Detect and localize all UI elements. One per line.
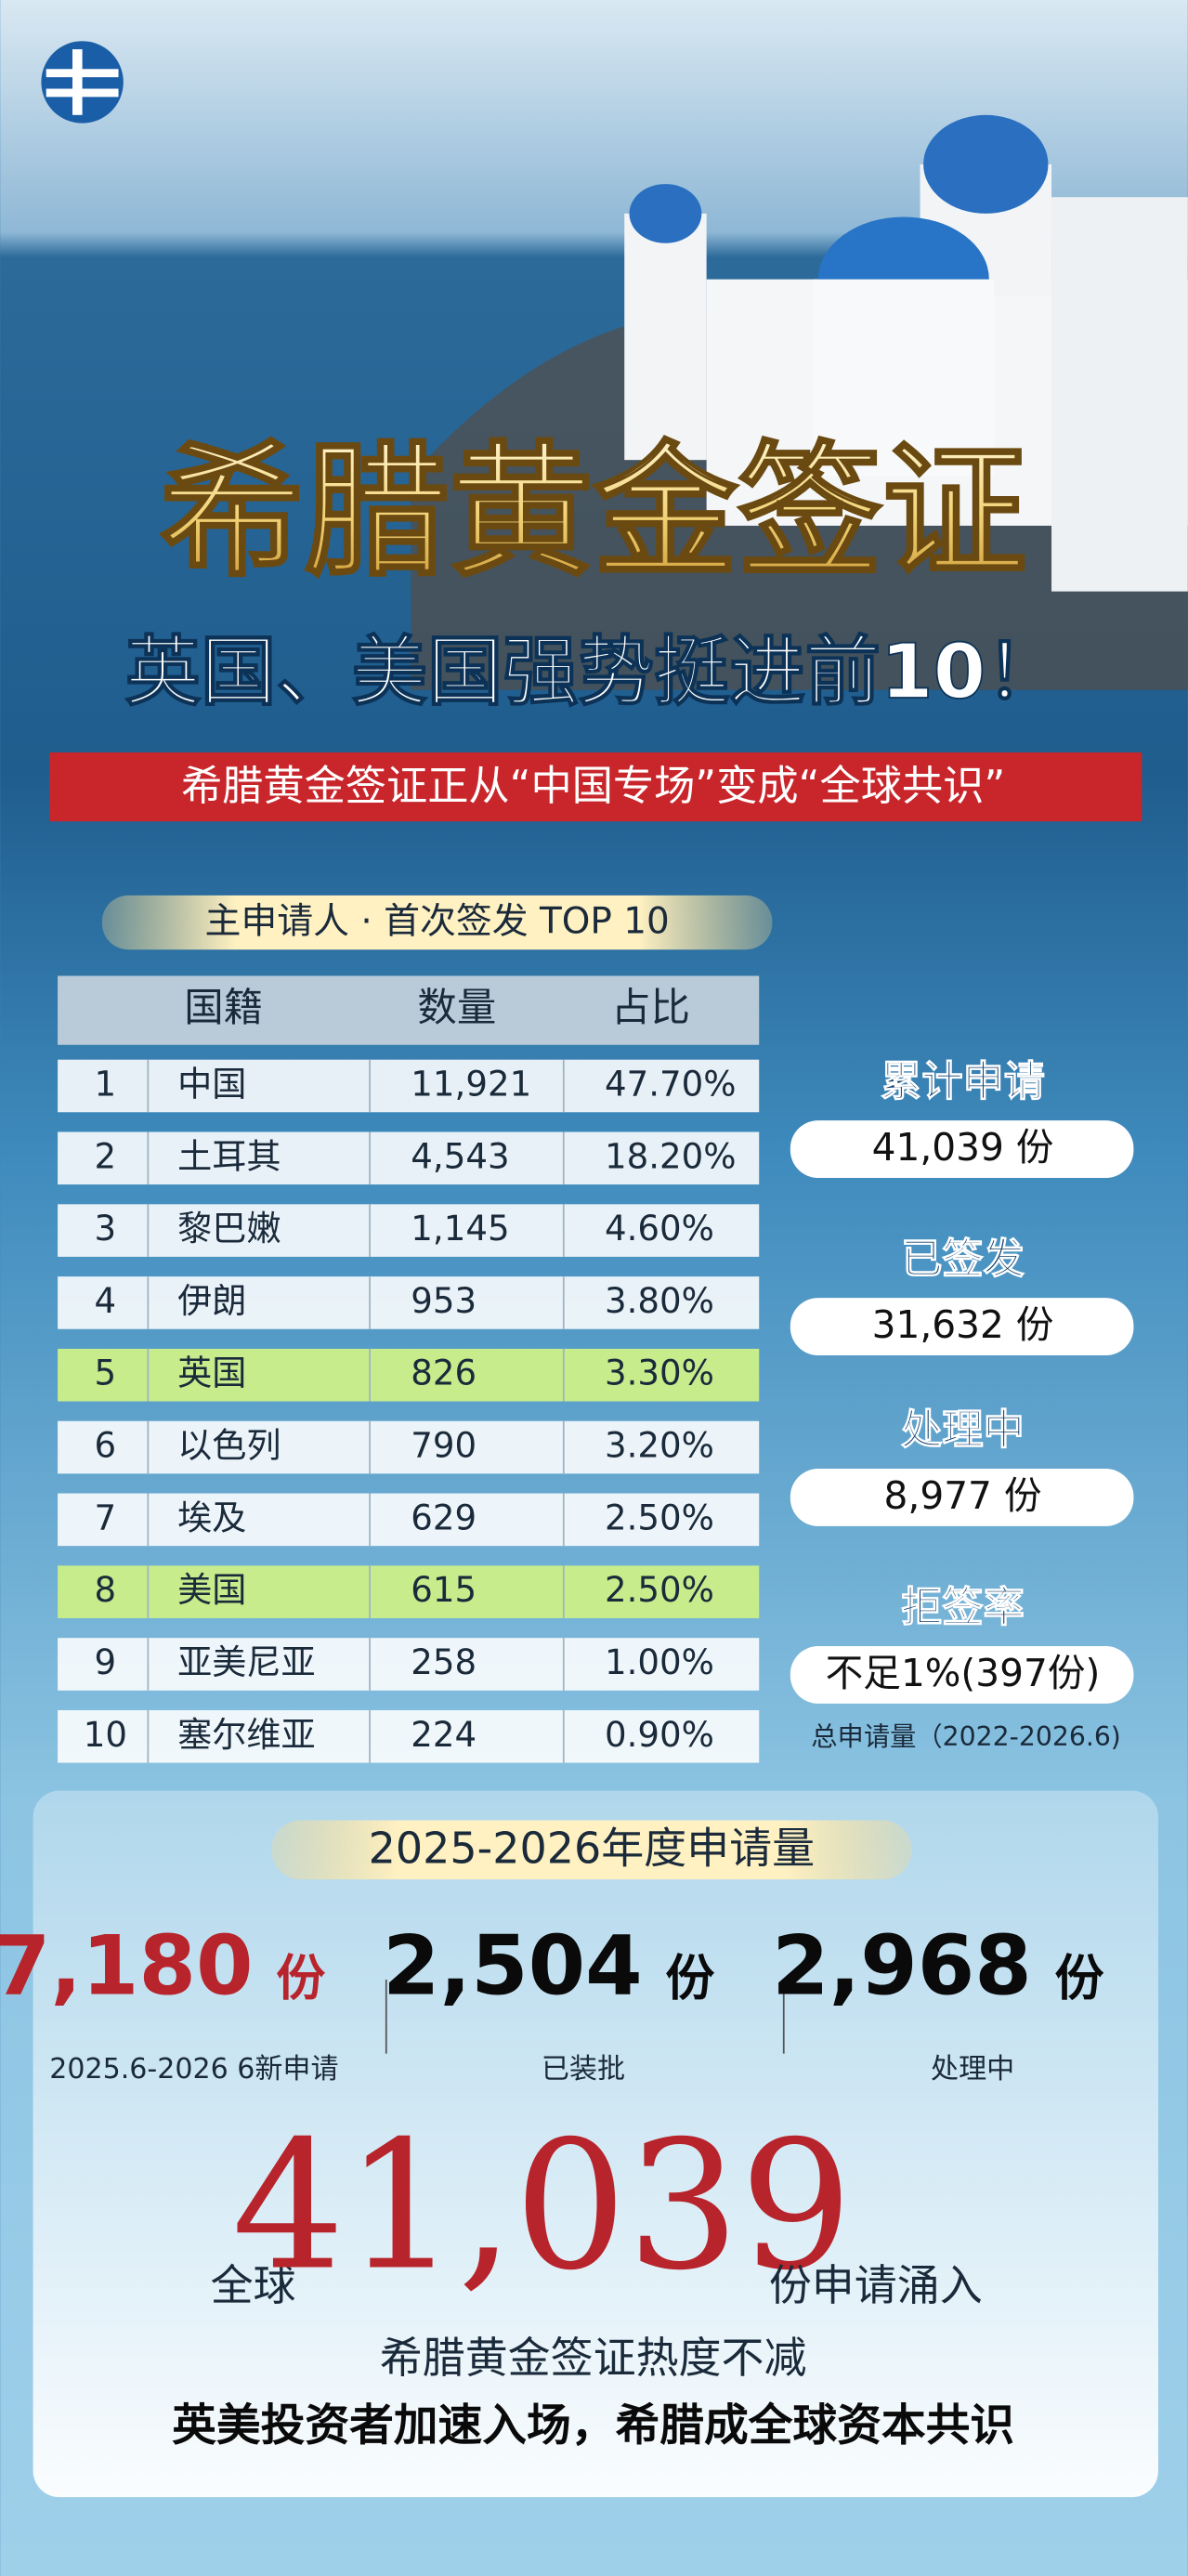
country: 中国 <box>177 1064 246 1104</box>
annual-unit: 份 <box>276 1949 325 2007</box>
annual-number: 7,180 <box>0 1918 254 2014</box>
share: 47.70% <box>605 1064 737 1104</box>
count: 11,921 <box>411 1064 531 1104</box>
count: 826 <box>411 1353 477 1393</box>
summary-label: 处理中 <box>901 1406 1025 1454</box>
summary-pill <box>790 1120 1134 1179</box>
share: 1.00% <box>605 1642 714 1682</box>
country: 黎巴嫩 <box>177 1209 281 1249</box>
summary-value: 不足1%(397份) <box>826 1651 1101 1695</box>
summary-pill <box>790 1646 1134 1704</box>
title: 希腊黄金签证 <box>160 428 1027 596</box>
rank: 5 <box>95 1353 117 1393</box>
rank: 1 <box>95 1064 117 1104</box>
table-title-pill <box>101 895 773 950</box>
country: 英国 <box>177 1353 246 1393</box>
table-row <box>58 1059 760 1113</box>
footer-suffix: 份申请涌入 <box>769 2260 983 2310</box>
count: 258 <box>411 1642 477 1682</box>
count: 790 <box>411 1426 477 1466</box>
summary-pill <box>790 1469 1134 1526</box>
subtitle: 英国、美国强势挺进前10！ <box>125 628 1062 716</box>
summary-label: 拒签率 <box>901 1584 1025 1631</box>
annual-label: 2025.6-2026 6新申请 <box>49 2053 338 2086</box>
rank: 8 <box>95 1570 117 1610</box>
table-row <box>58 1420 760 1474</box>
table-row <box>58 1204 760 1257</box>
footer-number: 41,039 <box>232 2104 853 2310</box>
country: 埃及 <box>177 1497 246 1537</box>
country: 土耳其 <box>177 1136 281 1176</box>
footer-line1: 希腊黄金签证热度不减 <box>380 2333 807 2383</box>
count: 953 <box>411 1281 477 1321</box>
count: 629 <box>411 1497 477 1537</box>
share: 4.60% <box>605 1209 714 1249</box>
summary-pill <box>790 1298 1134 1356</box>
table-title: 主申请人 · 首次签发 TOP 10 <box>204 900 669 942</box>
rank: 10 <box>84 1715 127 1755</box>
annual-number: 2,968 <box>772 1918 1032 2014</box>
share: 2.50% <box>605 1497 714 1537</box>
rank: 6 <box>95 1426 117 1466</box>
table-row <box>58 1493 760 1547</box>
summary-label: 累计申请 <box>881 1058 1045 1105</box>
column-header: 国籍 <box>184 986 263 1031</box>
share: 18.20% <box>605 1136 737 1176</box>
scenery <box>411 114 1188 690</box>
share: 2.50% <box>605 1570 714 1610</box>
annual-panel <box>33 1790 1158 2498</box>
annual-unit: 份 <box>1055 1949 1104 2007</box>
rank: 7 <box>95 1497 117 1537</box>
table-row <box>58 1131 760 1185</box>
annual-unit: 份 <box>665 1949 714 2007</box>
table-row <box>58 1348 760 1402</box>
table-row <box>58 1276 760 1329</box>
footer-line2: 英美投资者加速入场，希腊成全球资本共识 <box>172 2400 1014 2452</box>
summary-value: 8,977 份 <box>884 1473 1042 1518</box>
logo <box>41 41 124 124</box>
count: 615 <box>411 1570 477 1610</box>
count: 224 <box>411 1715 477 1755</box>
banner-text: 希腊黄金签证正从“中国专场”变成“全球共识” <box>181 763 1005 810</box>
annual-title: 2025-2026年度申请量 <box>369 1824 815 1874</box>
table-row <box>58 1565 760 1618</box>
annual-number: 2,504 <box>383 1918 643 2014</box>
summary-value: 31,632 份 <box>872 1302 1054 1347</box>
count: 1,145 <box>411 1209 509 1249</box>
summary-value: 41,039 份 <box>872 1125 1054 1170</box>
country: 伊朗 <box>177 1281 246 1321</box>
table-header <box>58 975 760 1045</box>
summary-label: 已签发 <box>901 1236 1025 1283</box>
share: 3.30% <box>605 1353 714 1393</box>
rank: 9 <box>95 1642 117 1682</box>
table-row <box>58 1638 760 1691</box>
share: 3.80% <box>605 1281 714 1321</box>
annual-title-pill <box>270 1820 912 1880</box>
country: 亚美尼亚 <box>177 1642 316 1682</box>
annual-label: 已装批 <box>542 2053 625 2086</box>
footer-prefix: 全球 <box>211 2260 296 2310</box>
share: 0.90% <box>605 1715 714 1755</box>
country: 美国 <box>177 1570 246 1610</box>
column-header: 数量 <box>417 986 496 1031</box>
country: 塞尔维亚 <box>177 1715 316 1755</box>
rank: 4 <box>95 1281 117 1321</box>
country: 以色列 <box>177 1426 281 1466</box>
rank: 3 <box>95 1209 117 1249</box>
column-header: 占比 <box>611 986 690 1031</box>
count: 4,543 <box>411 1136 509 1176</box>
share: 3.20% <box>605 1426 714 1466</box>
summary-note: 总申请量（2022-2026.6) <box>811 1721 1121 1752</box>
rank: 2 <box>95 1136 117 1176</box>
table-row <box>58 1710 760 1763</box>
annual-label: 处理中 <box>931 2053 1014 2086</box>
banner <box>49 752 1142 822</box>
